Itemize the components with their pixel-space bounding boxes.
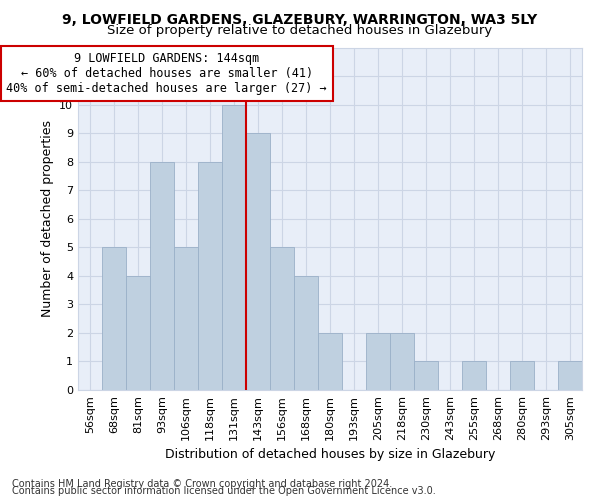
Bar: [102, 248, 126, 390]
Bar: [414, 362, 438, 390]
Bar: [510, 362, 534, 390]
Text: Size of property relative to detached houses in Glazebury: Size of property relative to detached ho…: [107, 24, 493, 37]
Text: 9, LOWFIELD GARDENS, GLAZEBURY, WARRINGTON, WA3 5LY: 9, LOWFIELD GARDENS, GLAZEBURY, WARRINGT…: [62, 12, 538, 26]
Bar: [462, 362, 486, 390]
Bar: [558, 362, 582, 390]
Bar: [390, 333, 414, 390]
Bar: [198, 162, 222, 390]
Bar: [174, 248, 198, 390]
Text: Contains HM Land Registry data © Crown copyright and database right 2024.: Contains HM Land Registry data © Crown c…: [12, 479, 392, 489]
Bar: [294, 276, 318, 390]
Bar: [318, 333, 342, 390]
Bar: [270, 248, 294, 390]
Text: 9 LOWFIELD GARDENS: 144sqm
← 60% of detached houses are smaller (41)
40% of semi: 9 LOWFIELD GARDENS: 144sqm ← 60% of deta…: [7, 52, 327, 94]
Bar: [366, 333, 390, 390]
X-axis label: Distribution of detached houses by size in Glazebury: Distribution of detached houses by size …: [165, 448, 495, 461]
Bar: [150, 162, 174, 390]
Y-axis label: Number of detached properties: Number of detached properties: [41, 120, 53, 318]
Bar: [126, 276, 150, 390]
Text: Contains public sector information licensed under the Open Government Licence v3: Contains public sector information licen…: [12, 486, 436, 496]
Bar: [222, 104, 246, 390]
Bar: [246, 133, 270, 390]
